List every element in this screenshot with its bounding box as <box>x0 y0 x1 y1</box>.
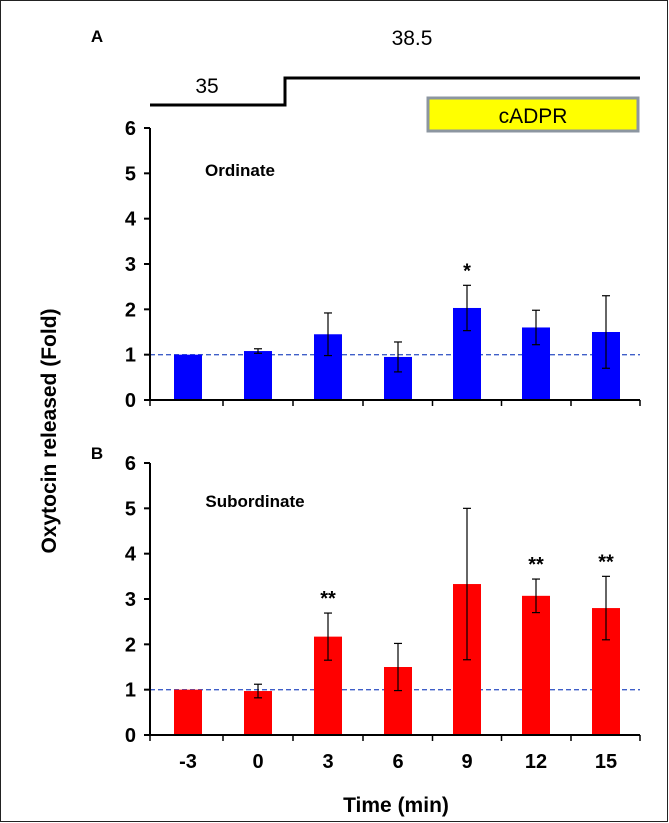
panel-label-a: A <box>91 27 103 46</box>
cadpr-treatment-label: cADPR <box>499 105 568 128</box>
x-tick-label-3: 3 <box>322 751 333 773</box>
significance-b-12: ** <box>528 554 544 576</box>
significance-b-3: ** <box>320 588 336 610</box>
panel-title-b: Subordinate <box>205 492 304 511</box>
temperature-label-35: 35 <box>195 75 218 98</box>
x-tick-label-12: 12 <box>525 751 547 773</box>
y-tick-label-a-2: 2 <box>125 299 136 321</box>
bar-a--3 <box>174 354 202 400</box>
cadpr-treatment-box <box>426 96 640 133</box>
bar-b--3 <box>174 689 202 735</box>
y-tick-label-a-0: 0 <box>125 390 136 412</box>
y-axis-label: Oxytocin released (Fold) <box>38 308 61 553</box>
y-tick-label-a-1: 1 <box>125 345 136 367</box>
y-tick-label-a-4: 4 <box>125 209 137 231</box>
y-tick-label-b-6: 6 <box>125 453 136 475</box>
x-tick-label--3: -3 <box>179 751 197 773</box>
panel-label-b: B <box>91 444 103 463</box>
y-tick-label-b-0: 0 <box>125 725 136 747</box>
x-tick-label-0: 0 <box>252 751 263 773</box>
bar-a-0 <box>244 351 272 400</box>
y-tick-label-a-6: 6 <box>125 118 136 140</box>
panel-title-a: Ordinate <box>205 161 275 180</box>
y-tick-label-b-4: 4 <box>125 544 137 566</box>
y-tick-label-b-1: 1 <box>125 680 136 702</box>
x-tick-label-15: 15 <box>595 751 617 773</box>
significance-b-15: ** <box>598 551 614 573</box>
temperature-step-line <box>150 76 640 107</box>
panel-a: A Ordinate * 0 1 2 3 4 5 6 <box>91 27 641 412</box>
bar-b-12 <box>522 595 550 735</box>
x-tick-label-9: 9 <box>461 751 472 773</box>
y-tick-label-b-3: 3 <box>125 589 136 611</box>
temperature-label-38-5: 38.5 <box>392 27 433 50</box>
significance-a-9: * <box>463 260 471 282</box>
y-tick-label-a-3: 3 <box>125 254 136 276</box>
y-tick-label-b-5: 5 <box>125 498 136 520</box>
x-axis-label: Time (min) <box>343 794 449 817</box>
x-tick-label-6: 6 <box>392 751 403 773</box>
y-tick-label-a-5: 5 <box>125 163 136 185</box>
y-tick-label-b-2: 2 <box>125 634 136 656</box>
